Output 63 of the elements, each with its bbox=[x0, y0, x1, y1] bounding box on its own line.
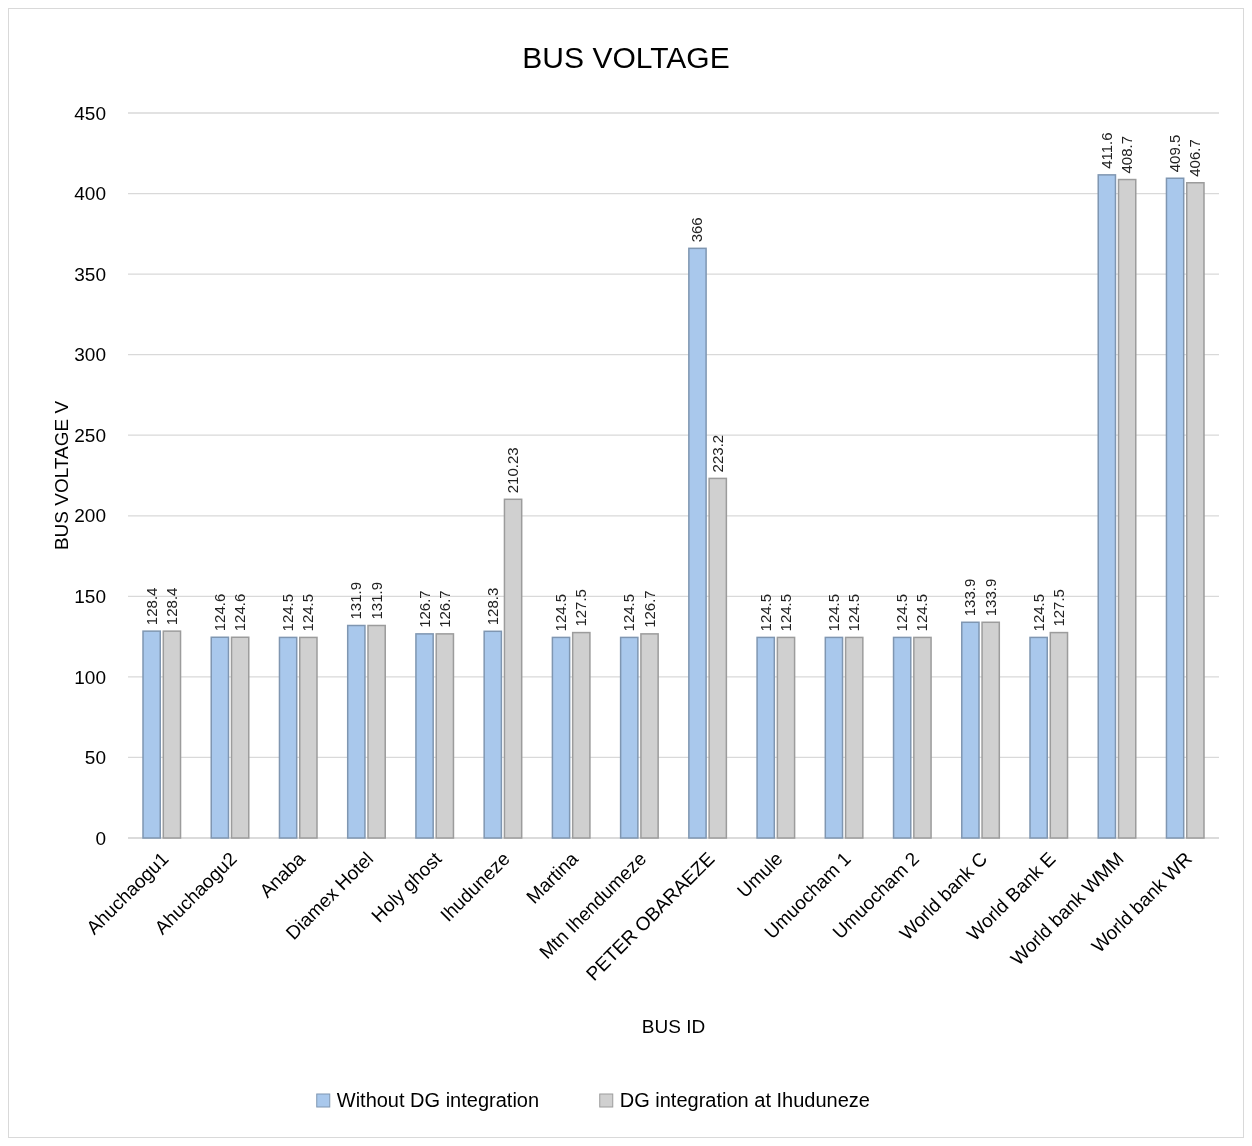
data-label: 126.7 bbox=[415, 590, 433, 628]
bar bbox=[892, 636, 912, 839]
bar bbox=[415, 633, 434, 839]
data-label: 124.5 bbox=[845, 593, 863, 632]
data-label: 124.6 bbox=[210, 593, 228, 632]
y-tick-label: 50 bbox=[84, 747, 106, 769]
y-tick-label: 150 bbox=[74, 585, 106, 607]
bar bbox=[278, 636, 298, 839]
data-label: 124.5 bbox=[552, 593, 570, 632]
data-label: 131.9 bbox=[347, 581, 365, 620]
bar bbox=[688, 247, 707, 839]
y-tick-label: 100 bbox=[74, 666, 106, 688]
data-label: 124.5 bbox=[824, 593, 842, 632]
data-label: 124.5 bbox=[776, 593, 794, 632]
data-label: 124.5 bbox=[913, 593, 931, 632]
data-label: 408.7 bbox=[1118, 135, 1136, 174]
data-label: 127.5 bbox=[572, 589, 590, 627]
bar bbox=[1097, 174, 1117, 839]
bar bbox=[142, 630, 161, 839]
bar bbox=[1029, 636, 1048, 839]
bar bbox=[210, 636, 230, 839]
data-label: 124.5 bbox=[756, 593, 774, 632]
data-label: 210.23 bbox=[504, 447, 522, 494]
x-axis-title: BUS ID bbox=[641, 1016, 706, 1037]
bar bbox=[346, 624, 366, 839]
data-label: 128.4 bbox=[142, 587, 160, 626]
data-label: 124.5 bbox=[620, 593, 638, 632]
data-label: 411.6 bbox=[1097, 132, 1115, 169]
data-label: 223.2 bbox=[708, 434, 726, 473]
data-label: 366 bbox=[688, 217, 706, 243]
bar bbox=[619, 636, 639, 839]
data-label: 124.6 bbox=[231, 593, 249, 632]
y-tick-label: 250 bbox=[74, 424, 106, 446]
y-tick-label: 0 bbox=[95, 827, 106, 849]
y-tick-label: 300 bbox=[74, 344, 106, 366]
bar bbox=[1165, 177, 1185, 839]
bar bbox=[961, 621, 980, 839]
y-tick-label: 350 bbox=[74, 263, 106, 285]
data-label: 124.5 bbox=[299, 593, 317, 632]
data-label: 124.5 bbox=[1029, 593, 1047, 632]
y-tick-label: 400 bbox=[74, 183, 106, 205]
data-label: 406.7 bbox=[1186, 139, 1204, 177]
legend-label: DG integration at Ihuduneze bbox=[619, 1089, 870, 1111]
data-label: 131.9 bbox=[367, 581, 385, 620]
bar bbox=[756, 636, 776, 839]
data-label: 124.5 bbox=[279, 593, 297, 632]
data-label: 133.9 bbox=[981, 578, 999, 617]
data-label: 128.3 bbox=[483, 587, 501, 626]
data-label: 409.5 bbox=[1166, 134, 1184, 173]
y-tick-label: 200 bbox=[74, 505, 106, 527]
bar bbox=[824, 636, 844, 839]
data-label: 124.5 bbox=[893, 593, 911, 632]
bar bbox=[483, 630, 503, 839]
y-tick-label: 450 bbox=[74, 102, 106, 124]
data-label: 133.9 bbox=[961, 578, 979, 617]
data-label: 126.7 bbox=[640, 590, 658, 628]
data-label: 126.7 bbox=[435, 590, 453, 628]
chart-title: BUS VOLTAGE bbox=[522, 41, 730, 74]
data-label: 128.4 bbox=[162, 587, 180, 626]
data-label: 127.5 bbox=[1049, 589, 1067, 627]
bar bbox=[551, 636, 571, 839]
y-axis-title: BUS VOLTAGE V bbox=[51, 400, 72, 551]
legend-label: Without DG integration bbox=[336, 1089, 540, 1111]
